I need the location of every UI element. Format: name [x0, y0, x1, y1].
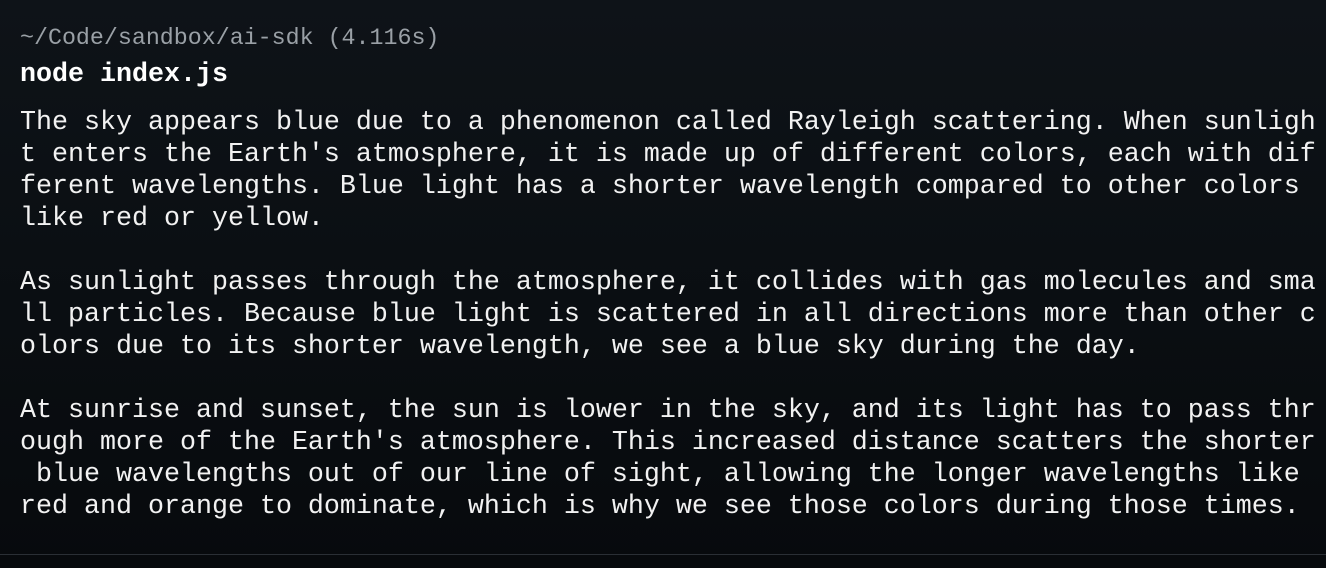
output-line: like red or yellow.: [20, 204, 324, 234]
output-line: The sky appears blue due to a phenomenon…: [20, 108, 1316, 138]
paragraph: At sunrise and sunset, the sun is lower …: [20, 395, 1316, 523]
output-line: red and orange to dominate, which is why…: [20, 492, 1300, 522]
output-line: blue wavelengths out of our line of sigh…: [20, 460, 1300, 490]
output-line: ll particles. Because blue light is scat…: [20, 300, 1316, 330]
output-line: ferent wavelengths. Blue light has a sho…: [20, 172, 1316, 202]
output-line: As sunlight passes through the atmospher…: [20, 268, 1316, 298]
output-line: At sunrise and sunset, the sun is lower …: [20, 396, 1316, 426]
divider: [0, 554, 1326, 555]
output-line: t enters the Earth's atmosphere, it is m…: [20, 140, 1316, 170]
output-line: ough more of the Earth's atmosphere. Thi…: [20, 428, 1316, 458]
command: node index.js: [20, 60, 228, 90]
output-line: olors due to its shorter wavelength, we …: [20, 332, 1140, 362]
paragraph: As sunlight passes through the atmospher…: [20, 267, 1316, 363]
output: The sky appears blue due to a phenomenon…: [20, 107, 1316, 555]
prompt: ~/Code/sandbox/ai-sdk (4.116s): [20, 25, 440, 51]
paragraph: The sky appears blue due to a phenomenon…: [20, 107, 1316, 235]
